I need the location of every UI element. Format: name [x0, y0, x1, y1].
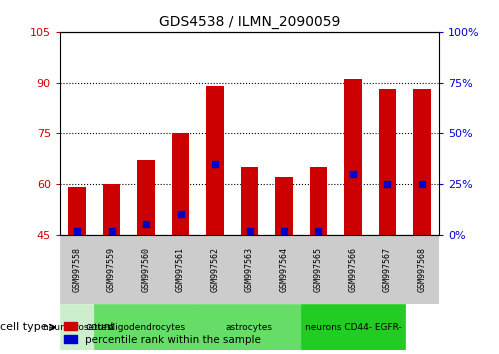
- Bar: [405, 235, 439, 304]
- Text: GSM997565: GSM997565: [314, 247, 323, 292]
- Point: [418, 181, 426, 187]
- Text: GSM997566: GSM997566: [348, 247, 357, 292]
- Bar: [129, 235, 163, 304]
- Legend: count, percentile rank within the sample: count, percentile rank within the sample: [60, 317, 265, 349]
- Point: [73, 228, 81, 233]
- Bar: [198, 304, 301, 350]
- Bar: [94, 235, 129, 304]
- Bar: [301, 235, 336, 304]
- Title: GDS4538 / ILMN_2090059: GDS4538 / ILMN_2090059: [159, 16, 340, 29]
- Text: astrocytes: astrocytes: [226, 323, 273, 332]
- Bar: [103, 184, 120, 235]
- Text: neural rosettes: neural rosettes: [43, 323, 111, 332]
- Bar: [413, 89, 431, 235]
- Text: GSM997567: GSM997567: [383, 247, 392, 292]
- Bar: [301, 304, 405, 350]
- Bar: [94, 304, 198, 350]
- Bar: [172, 133, 189, 235]
- Text: neurons CD44- EGFR-: neurons CD44- EGFR-: [304, 323, 401, 332]
- Bar: [344, 79, 362, 235]
- Bar: [336, 235, 370, 304]
- Text: GSM997561: GSM997561: [176, 247, 185, 292]
- Point: [108, 228, 116, 233]
- Text: GSM997559: GSM997559: [107, 247, 116, 292]
- Text: GSM997558: GSM997558: [73, 247, 82, 292]
- Point: [349, 171, 357, 177]
- Point: [246, 228, 253, 233]
- Text: cell type: cell type: [0, 322, 47, 332]
- Bar: [137, 160, 155, 235]
- Text: GSM997562: GSM997562: [211, 247, 220, 292]
- Bar: [68, 187, 86, 235]
- Bar: [241, 167, 258, 235]
- Point: [211, 161, 219, 166]
- Bar: [60, 304, 94, 350]
- Bar: [198, 235, 232, 304]
- Point: [177, 211, 185, 217]
- Text: GSM997563: GSM997563: [245, 247, 254, 292]
- Bar: [60, 235, 94, 304]
- Bar: [370, 235, 405, 304]
- Point: [280, 228, 288, 233]
- Bar: [232, 235, 267, 304]
- Bar: [267, 235, 301, 304]
- Bar: [207, 86, 224, 235]
- Text: oligodendrocytes: oligodendrocytes: [107, 323, 185, 332]
- Bar: [163, 235, 198, 304]
- Text: GSM997568: GSM997568: [417, 247, 426, 292]
- Bar: [310, 167, 327, 235]
- Bar: [275, 177, 292, 235]
- Point: [142, 222, 150, 227]
- Point: [314, 228, 322, 233]
- Point: [383, 181, 391, 187]
- Text: GSM997560: GSM997560: [142, 247, 151, 292]
- Bar: [379, 89, 396, 235]
- Text: GSM997564: GSM997564: [279, 247, 288, 292]
